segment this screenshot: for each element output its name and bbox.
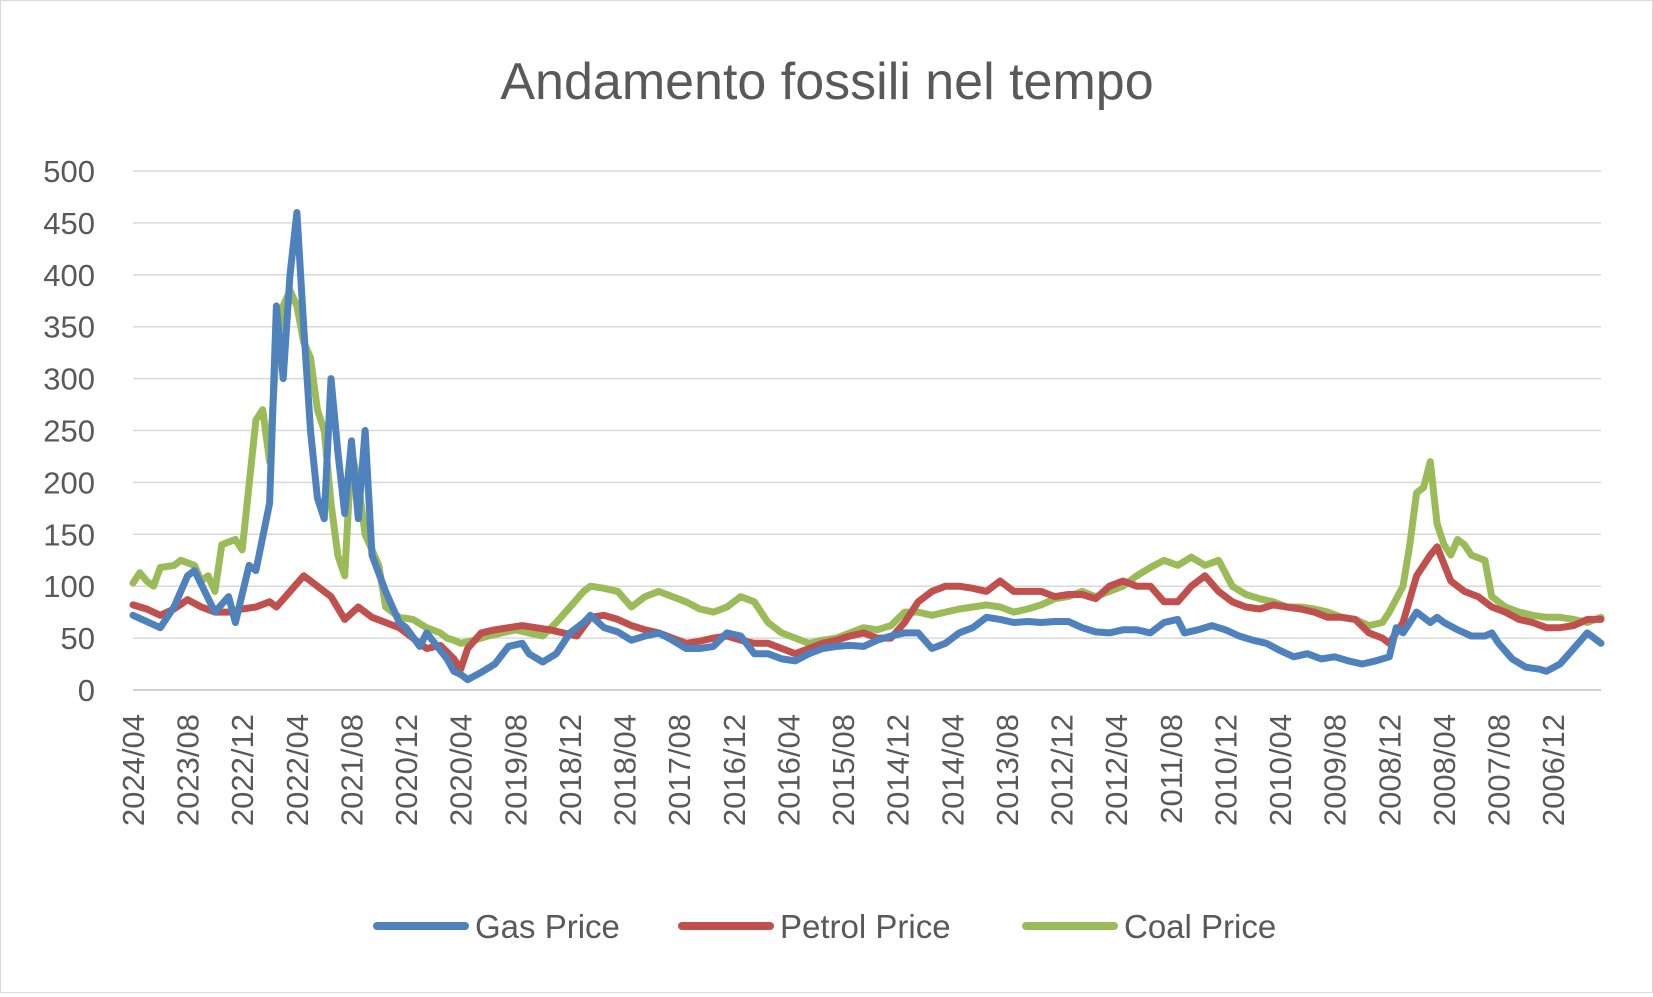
chart-title: Andamento fossili nel tempo [500, 53, 1153, 111]
grid [133, 170, 1601, 691]
y-tick-label: 200 [43, 465, 95, 500]
x-tick-label: 2018/12 [553, 714, 588, 826]
y-tick-label: 400 [43, 258, 95, 293]
y-tick-label: 300 [43, 362, 95, 397]
y-tick-label: 150 [43, 517, 95, 552]
y-tick-label: 0 [78, 673, 95, 708]
x-tick-label: 2016/04 [771, 714, 806, 826]
x-tick-label: 2007/08 [1482, 714, 1517, 826]
x-tick-label: 2020/04 [444, 714, 479, 826]
series-line-gas-price [129, 209, 1605, 684]
y-tick-label: 350 [43, 310, 95, 345]
y-tick-label: 450 [43, 206, 95, 241]
x-axis-ticks: 2024/04 2023/08 2022/12 2022/04 2021/08 2020/… [116, 714, 1571, 826]
x-tick-label: 2022/04 [280, 714, 315, 826]
y-tick-label: 100 [43, 569, 95, 604]
x-tick-label: 2023/08 [171, 714, 206, 826]
x-tick-label: 2022/12 [225, 714, 260, 826]
y-tick-label: 250 [43, 414, 95, 449]
x-tick-label: 2008/04 [1427, 714, 1462, 826]
x-tick-label: 2010/12 [1208, 714, 1243, 826]
y-tick-label: 50 [61, 621, 95, 656]
x-tick-label: 2014/04 [935, 714, 970, 826]
x-tick-label: 2017/08 [662, 714, 697, 826]
x-tick-label: 2010/04 [1263, 714, 1298, 826]
x-tick-label: 2008/12 [1372, 714, 1407, 826]
x-tick-label: 2006/12 [1536, 714, 1571, 826]
x-tick-label: 2015/08 [826, 714, 861, 826]
legend-label-coal-price: Coal Price [1124, 908, 1276, 945]
x-tick-label: 2011/08 [1154, 714, 1189, 824]
legend: Gas Price Petrol Price Coal Price [373, 908, 1276, 945]
x-tick-label: 2012/12 [1045, 714, 1080, 826]
series-group [129, 209, 1605, 684]
x-tick-label: 2012/04 [1099, 714, 1134, 826]
x-tick-label: 2020/12 [389, 714, 424, 826]
legend-label-petrol-price: Petrol Price [780, 908, 951, 945]
x-tick-label: 2009/08 [1318, 714, 1353, 826]
x-tick-label: 2016/12 [717, 714, 752, 826]
x-tick-label: 2018/04 [608, 714, 643, 826]
x-tick-label: 2014/12 [881, 714, 916, 826]
legend-label-gas-price: Gas Price [475, 908, 620, 945]
x-tick-label: 2024/04 [116, 714, 151, 826]
x-tick-label: 2019/08 [498, 714, 533, 826]
x-tick-label: 2013/08 [990, 714, 1025, 826]
y-axis-ticks: 0 50 100 150 200 250 300 350 400 450 500 [43, 154, 95, 708]
y-tick-label: 500 [43, 154, 95, 189]
series-line-petrol-price [129, 543, 1605, 673]
x-tick-label: 2021/08 [334, 714, 369, 826]
